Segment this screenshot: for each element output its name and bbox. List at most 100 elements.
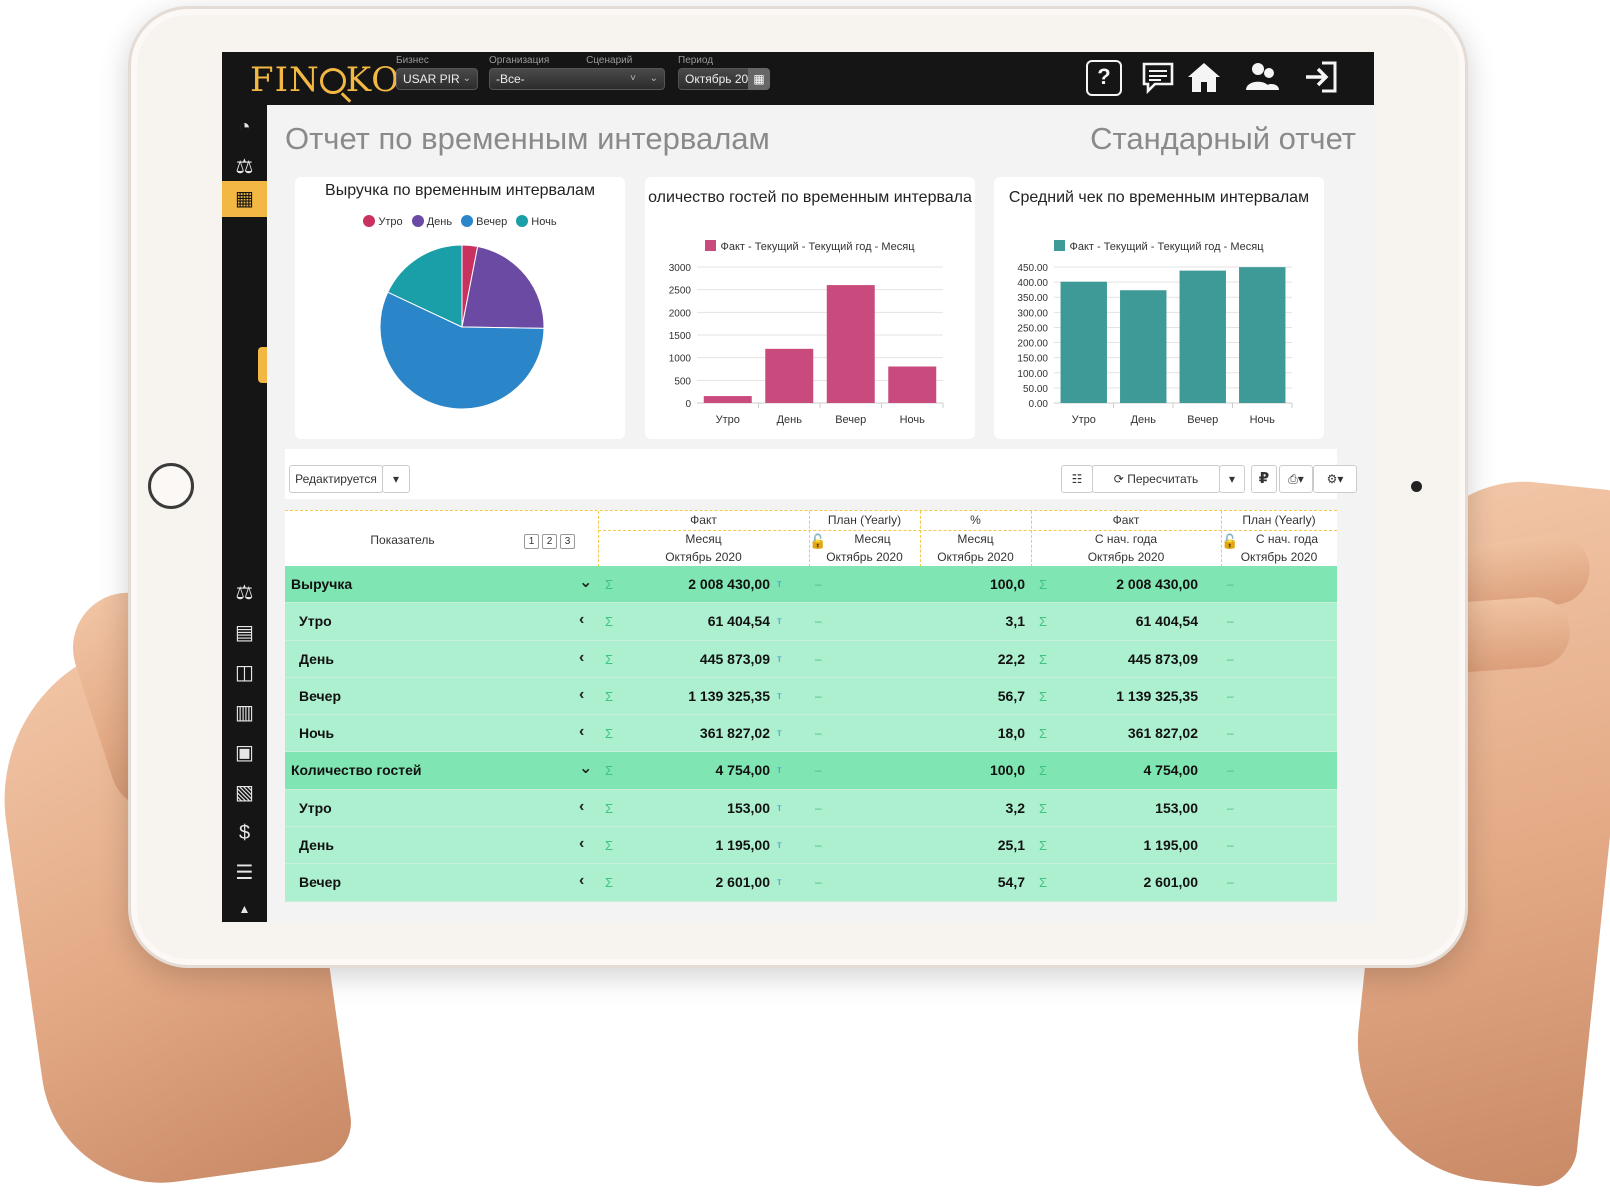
fact-ytd-value[interactable]: 445 873,09 (1127, 650, 1198, 667)
bar[interactable] (1239, 267, 1286, 403)
chevron-left-icon[interactable]: ‹ (579, 797, 585, 815)
finance-icon[interactable]: ⚖ (235, 156, 254, 178)
level-1-button[interactable]: 1 (524, 534, 539, 549)
plan-ytd-value[interactable]: – (1227, 651, 1234, 666)
edit-mode-button[interactable]: Редактируется (289, 465, 383, 493)
plan-month-value[interactable]: – (815, 838, 822, 853)
bar[interactable] (703, 396, 752, 403)
plan-ytd-value[interactable]: – (1227, 800, 1234, 815)
home-icon[interactable] (1186, 60, 1222, 96)
chevron-down-icon[interactable]: ⌄ (579, 574, 593, 591)
table-row[interactable]: Утро ‹ Σ 153,00 т – 3,2 Σ 153,00 – (285, 789, 1337, 828)
pct-value[interactable]: 22,2 (997, 650, 1025, 667)
plan-month-value[interactable]: – (815, 800, 822, 815)
period-input[interactable]: Октябрь 20 ▦ (678, 68, 770, 90)
unlock-icon[interactable]: 🔓 (809, 533, 827, 549)
plan-month-value[interactable]: – (815, 688, 822, 703)
recalculate-button[interactable]: ⟳ Пересчитать (1092, 465, 1220, 493)
business-select[interactable]: USAR PIR ⌄ (396, 68, 478, 90)
table-row[interactable]: Вечер ‹ Σ 2 601,00 т – 54,7 Σ 2 601,00 – (285, 864, 1337, 902)
finance-icon[interactable]: ⚖ (235, 582, 254, 604)
legend-item[interactable]: Утро (363, 215, 403, 228)
table-row[interactable]: День ‹ Σ 1 195,00 т – 25,1 Σ 1 195,00 – (285, 827, 1337, 865)
fact-month-value[interactable]: 1 139 325,35 (688, 687, 770, 704)
fact-ytd-value[interactable]: 361 827,02 (1127, 725, 1198, 742)
plan-month-value[interactable]: – (815, 875, 822, 890)
database-icon[interactable]: ☰ (235, 862, 254, 884)
chevron-down-icon[interactable]: ▾ (382, 465, 410, 493)
fact-ytd-value[interactable]: 1 195,00 (1143, 837, 1199, 854)
plan-month-value[interactable]: – (815, 577, 822, 591)
building-icon[interactable]: ▦ (222, 181, 267, 217)
fact-month-value[interactable]: 61 404,54 (707, 613, 770, 630)
table-row[interactable]: Вечер ‹ Σ 1 139 325,35 т – 56,7 Σ 1 139 325,35 – (285, 677, 1337, 716)
clipboard-icon[interactable]: ▣ (235, 742, 254, 764)
plan-month-value[interactable]: – (815, 763, 822, 778)
bar-chart-icon[interactable]: ▤ (235, 622, 254, 644)
list-icon[interactable]: ☷ (1061, 465, 1093, 493)
legend-item[interactable]: Вечер (461, 215, 507, 228)
fact-month-value[interactable]: 2 008 430,00 (688, 576, 770, 592)
legend-item[interactable]: День (411, 215, 452, 228)
office-icon[interactable]: ▥ (235, 702, 254, 724)
table-row[interactable]: День ‹ Σ 445 873,09 т – 22,2 Σ 445 873,09 – (285, 640, 1337, 678)
excel-export-icon[interactable]: ⎙▾ (1279, 465, 1313, 493)
scroll-up-icon[interactable]: ▲ (238, 902, 251, 916)
sidebar-expand-handle[interactable] (258, 347, 267, 383)
pct-value[interactable]: 25,1 (997, 837, 1025, 854)
plan-ytd-value[interactable]: – (1227, 688, 1234, 703)
level-3-button[interactable]: 3 (560, 534, 575, 549)
chevron-left-icon[interactable]: ‹ (579, 648, 585, 666)
gear-icon[interactable]: ⚙▾ (1313, 465, 1357, 493)
chevron-left-icon[interactable]: ‹ (579, 685, 585, 703)
pct-value[interactable]: 100,0 (989, 576, 1025, 592)
calendar-icon[interactable]: ▦ (748, 68, 770, 90)
bar[interactable] (765, 348, 814, 403)
pct-value[interactable]: 3,1 (1005, 613, 1025, 630)
pie-slice[interactable] (379, 291, 545, 410)
fact-ytd-value[interactable]: 4 754,00 (1143, 762, 1199, 779)
chevron-left-icon[interactable]: ‹ (579, 872, 585, 890)
chevron-left-icon[interactable]: ‹ (579, 835, 585, 853)
plan-ytd-value[interactable]: – (1227, 614, 1234, 629)
fact-month-value[interactable]: 153,00 (727, 799, 770, 816)
tablet-home-button[interactable] (148, 463, 194, 509)
pct-value[interactable]: 18,0 (997, 725, 1025, 742)
plan-ytd-value[interactable]: – (1227, 577, 1234, 591)
clear-icon[interactable]: ˅ (630, 73, 636, 84)
pie-slice[interactable] (387, 244, 463, 328)
fact-ytd-value[interactable]: 61 404,54 (1135, 613, 1198, 630)
help-icon[interactable]: ? (1086, 60, 1122, 96)
bar[interactable] (888, 366, 937, 403)
plan-ytd-value[interactable]: – (1227, 838, 1234, 853)
fact-ytd-value[interactable]: 2 008 430,00 (1116, 576, 1198, 592)
plan-month-value[interactable]: – (815, 651, 822, 666)
fact-month-value[interactable]: 361 827,02 (699, 725, 770, 742)
fact-month-value[interactable]: 445 873,09 (699, 650, 770, 667)
table-row[interactable]: Ночь ‹ Σ 361 827,02 т – 18,0 Σ 361 827,02 – (285, 715, 1337, 753)
fact-ytd-value[interactable]: 1 139 325,35 (1116, 687, 1198, 704)
fact-month-value[interactable]: 1 195,00 (715, 837, 771, 854)
bar[interactable] (826, 285, 875, 403)
bar[interactable] (1179, 270, 1226, 403)
legend-item[interactable]: Ночь (516, 215, 557, 228)
bar[interactable] (1060, 281, 1107, 403)
table-group-row[interactable]: Выручка ⌄ Σ 2 008 430,00 т – 100,0 Σ 2 008 430,0… (285, 566, 1337, 604)
pct-value[interactable]: 3,2 (1005, 799, 1025, 816)
chevron-down-icon[interactable]: ▾ (1219, 465, 1245, 493)
fact-ytd-value[interactable]: 153,00 (1155, 799, 1198, 816)
plan-month-value[interactable]: – (815, 614, 822, 629)
presentation-icon[interactable]: ◫ (235, 662, 254, 684)
money-hand-icon[interactable]: $ (238, 822, 251, 844)
finqko-logo[interactable]: FIN KO (250, 60, 401, 100)
dashboard-icon[interactable]: ◔ (238, 116, 251, 138)
chat-icon[interactable] (1140, 60, 1176, 96)
plan-ytd-value[interactable]: – (1227, 763, 1234, 778)
logout-icon[interactable] (1302, 60, 1338, 96)
level-2-button[interactable]: 2 (542, 534, 557, 549)
fact-month-value[interactable]: 2 601,00 (715, 874, 771, 891)
table-group-row[interactable]: Количество гостей ⌄ Σ 4 754,00 т – 100,0 Σ 4 754… (285, 752, 1337, 790)
table-row[interactable]: Утро ‹ Σ 61 404,54 т – 3,1 Σ 61 404,54 – (285, 603, 1337, 641)
chevron-left-icon[interactable]: ‹ (579, 611, 585, 629)
plan-ytd-value[interactable]: – (1227, 726, 1234, 741)
